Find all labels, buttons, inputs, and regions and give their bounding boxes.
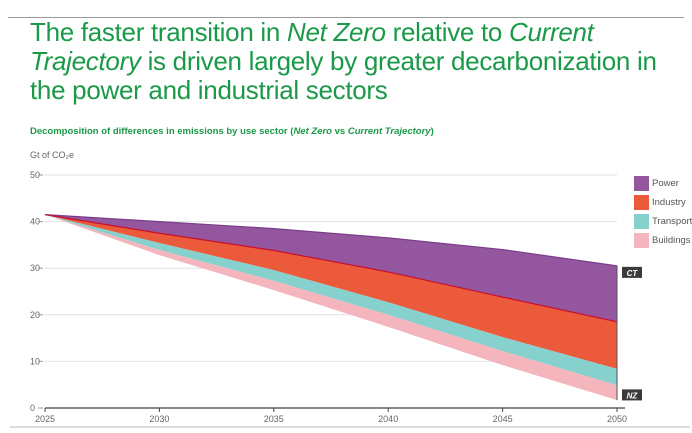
ct-line <box>44 214 618 267</box>
subtitle-text: ) <box>430 126 434 137</box>
title-text: relative to <box>385 17 509 47</box>
legend-swatch <box>634 233 649 248</box>
x-tick-label: 2045 <box>493 414 513 424</box>
title-em: Current Trajectory <box>30 17 594 76</box>
area-buildings <box>45 214 617 401</box>
x-tick-label: 2040 <box>378 414 398 424</box>
y-tick-label: 0 <box>30 403 35 413</box>
x-tick-label: 2030 <box>149 414 169 424</box>
legend-label: Transport <box>652 216 692 227</box>
legend-label: Power <box>652 178 679 189</box>
industry-top-line <box>44 214 618 323</box>
legend: Power Industry Transport Buildings <box>634 174 692 250</box>
y-axis-label: Gt of CO₂e <box>30 150 75 160</box>
chart-subtitle: Decomposition of differences in emission… <box>30 126 434 137</box>
legend-swatch <box>634 214 649 229</box>
legend-swatch <box>634 176 649 191</box>
y-tick-label: 20 <box>30 310 40 320</box>
subtitle-text: Decomposition of differences in emission… <box>30 126 294 137</box>
area-transport <box>45 214 617 386</box>
y-tick-label: 30 <box>30 263 40 273</box>
title-text: The faster transition in <box>30 17 287 47</box>
subtitle-text: vs <box>331 126 348 137</box>
end-label-nz-box <box>622 389 642 401</box>
title-text: is driven largely by greater decarboniza… <box>30 46 657 105</box>
subtitle-em: Net Zero <box>293 126 332 137</box>
y-tick-label: 50 <box>30 170 40 180</box>
x-tick-label: 2035 <box>264 414 284 424</box>
subtitle-em: Current Trajectory <box>347 126 431 137</box>
page-title: The faster transition in Net Zero relati… <box>30 18 690 105</box>
title-em: Net Zero <box>286 17 386 47</box>
legend-item-transport: Transport <box>634 212 692 231</box>
legend-item-power: Power <box>634 174 692 193</box>
legend-label: Industry <box>652 197 686 208</box>
legend-item-industry: Industry <box>634 193 692 212</box>
top-rule <box>8 17 684 18</box>
y-tick-label: 10 <box>30 356 40 366</box>
end-label-nz: NZ <box>627 391 639 400</box>
y-tick-label: 40 <box>30 217 40 227</box>
legend-item-buildings: Buildings <box>634 231 692 250</box>
area-power <box>45 214 617 322</box>
legend-label: Buildings <box>652 235 691 246</box>
end-label-ct-box <box>622 266 642 278</box>
end-label-ct: CT <box>627 269 639 278</box>
legend-swatch <box>634 195 649 210</box>
x-tick-label: 2025 <box>35 414 55 424</box>
x-tick-label: 2050 <box>607 414 627 424</box>
